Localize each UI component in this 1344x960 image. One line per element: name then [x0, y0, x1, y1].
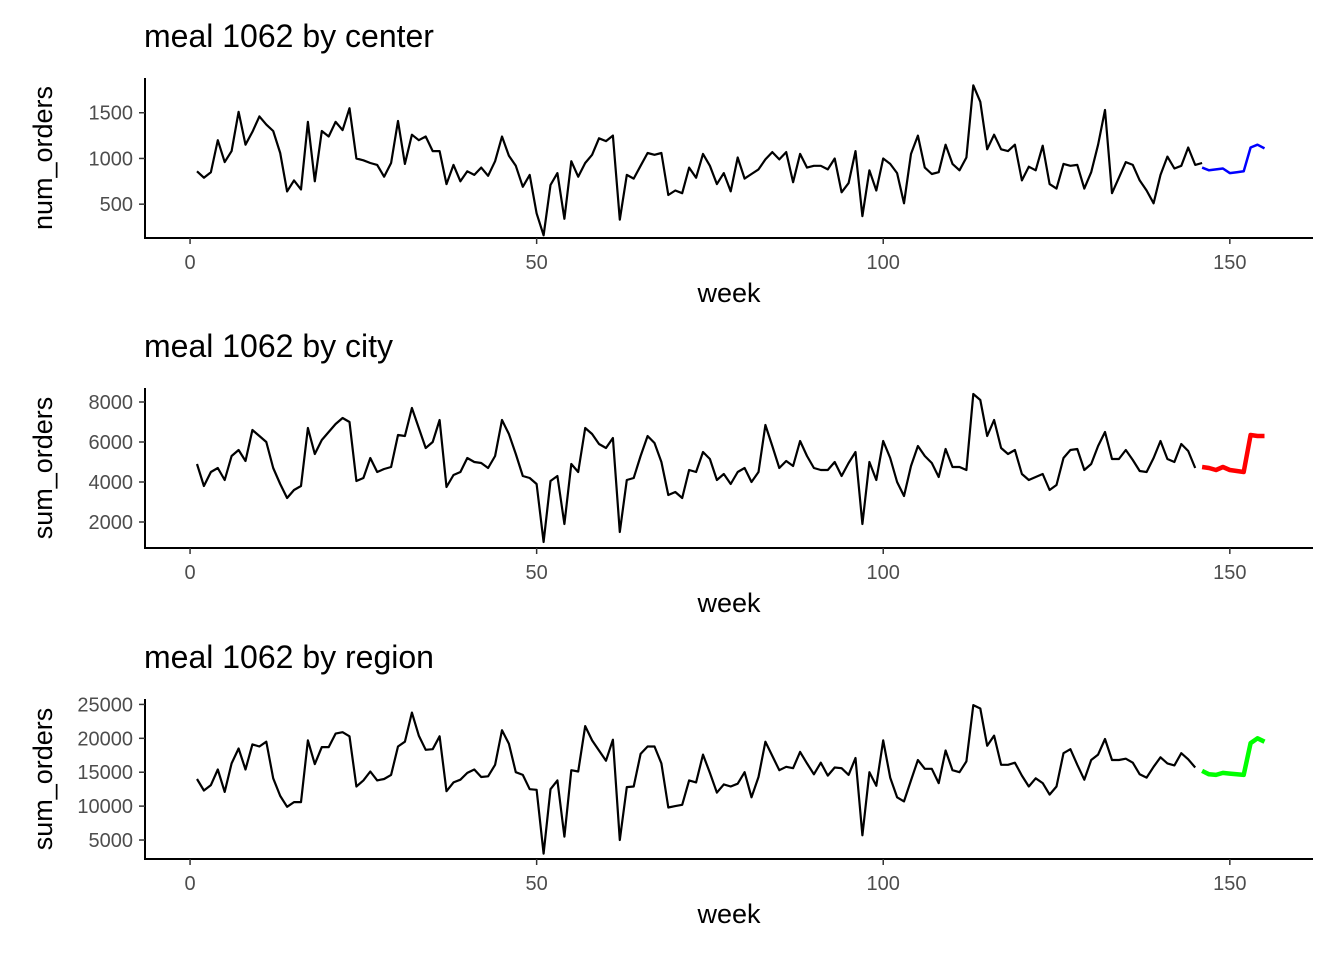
chart-title: meal 1062 by center [144, 18, 434, 54]
chart-panel-city: meal 1062 by city 2000 4000 6000 8000 0 50 100… [0, 310, 1344, 620]
x-axis-title: week [696, 278, 761, 308]
x-axis-title: week [696, 899, 761, 929]
x-tick-label: 50 [526, 562, 548, 584]
forecast-series-line [1201, 143, 1266, 175]
chart-panel-region: meal 1062 by region 5000 10000 15000 20000 2… [0, 621, 1344, 931]
y-tick-label: 2000 [89, 512, 134, 534]
chart-plot-city: 2000 4000 6000 8000 0 50 100 150 week sum_orders [28, 388, 1313, 618]
y-tick-label: 6000 [89, 432, 134, 454]
y-tick-label: 25000 [77, 694, 133, 716]
y-tick-label: 4000 [89, 472, 134, 494]
x-tick-label: 150 [1213, 873, 1246, 895]
chart-title: meal 1062 by region [144, 639, 434, 675]
chart-plot-center: 500 1000 1500 0 50 100 150 week num_orders [28, 78, 1313, 308]
y-tick-label: 20000 [77, 728, 133, 750]
x-tick-label: 0 [184, 252, 195, 274]
y-tick-label: 1500 [89, 103, 134, 125]
x-tick-label: 0 [184, 562, 195, 584]
x-tick-label: 100 [867, 873, 900, 895]
y-tick-label: 500 [100, 194, 133, 216]
y-axis-title: sum_orders [28, 397, 58, 540]
y-tick-label: 8000 [89, 392, 134, 414]
y-tick-label: 15000 [77, 762, 133, 784]
y-tick-label: 10000 [77, 796, 133, 818]
x-axis-title: week [696, 588, 761, 618]
x-tick-label: 100 [867, 252, 900, 274]
forecast-series-line [1201, 736, 1266, 778]
x-tick-label: 150 [1213, 562, 1246, 584]
y-axis-title: sum_orders [28, 708, 58, 851]
x-tick-label: 0 [184, 873, 195, 895]
y-tick-label: 5000 [89, 830, 134, 852]
x-tick-label: 50 [526, 873, 548, 895]
chart-title: meal 1062 by city [144, 328, 394, 364]
chart-panel-center: meal 1062 by center 500 1000 1500 0 50 100 150… [0, 0, 1344, 310]
x-tick-label: 100 [867, 562, 900, 584]
history-series-line [196, 703, 1197, 855]
y-tick-label: 1000 [89, 148, 134, 170]
forecast-series-line [1201, 432, 1265, 475]
chart-plot-region: 5000 10000 15000 20000 25000 0 50 100 150 week sum… [28, 694, 1313, 929]
x-tick-label: 150 [1213, 252, 1246, 274]
history-series-line [196, 84, 1203, 237]
y-axis-title: num_orders [28, 86, 58, 230]
x-tick-label: 50 [526, 252, 548, 274]
history-series-line [195, 392, 1197, 544]
